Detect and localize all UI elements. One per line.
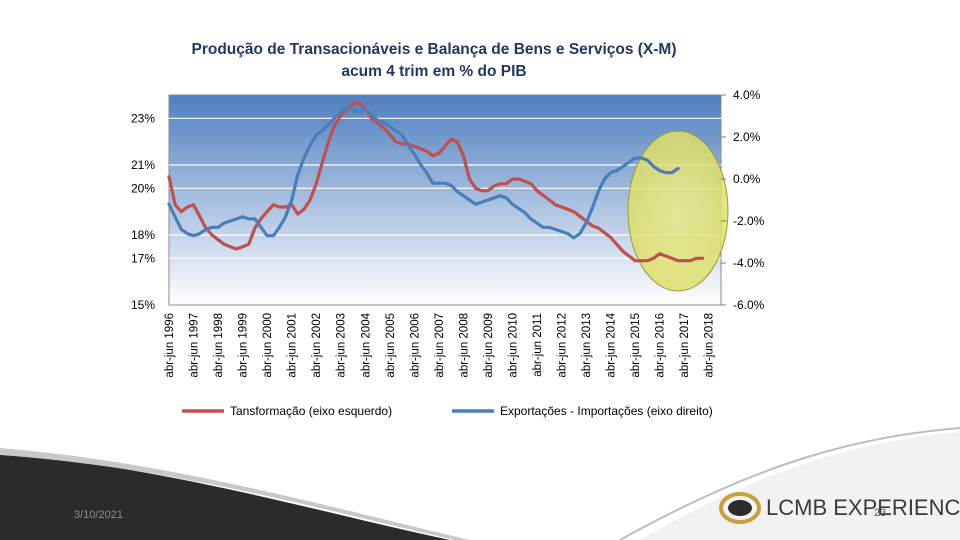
slide-number: 23 (874, 507, 887, 519)
legend-label-0: Tansformação (eixo esquerdo) (230, 404, 392, 418)
series-layer (167, 100, 705, 263)
y-axis-left: 15% 17% 18% 20% 21% 23% (131, 111, 155, 312)
x-tick-label: abr-jun 2009 (483, 313, 495, 378)
y-left-tick-label: 17% (131, 251, 155, 265)
chart-container: Produção de Transacionáveis e Balança de… (74, 34, 794, 432)
highlight-ellipse (627, 130, 729, 292)
y-right-tick-label: -4.0% (733, 256, 765, 270)
series-line-1 (167, 106, 680, 240)
x-tick-label: abr-jun 2012 (557, 313, 569, 378)
x-tick-label: abr-jun 2017 (679, 313, 691, 378)
x-tick-label: abr-jun 2003 (336, 313, 348, 378)
chart-title: Produção de Transacionáveis e Balança de… (192, 41, 677, 58)
chart-subtitle: acum 4 trim em % do PIB (341, 63, 526, 80)
brand-logo: LCMB EXPERIENCE (718, 486, 960, 530)
x-tick-label: abr-jun 2015 (630, 313, 642, 378)
x-tick-label: abr-jun 1997 (189, 313, 201, 378)
x-tick-label: abr-jun 2010 (507, 313, 519, 378)
y-right-tick-label: 0.0% (733, 172, 761, 186)
chart-svg: Produção de Transacionáveis e Balança de… (131, 41, 765, 418)
logo-emblem-icon (719, 492, 761, 524)
x-tick-label: abr-jun 2011 (532, 313, 544, 377)
x-tick-label: abr-jun 2016 (655, 313, 667, 378)
x-tick-label: abr-jun 2006 (409, 313, 421, 378)
x-tick-label: abr-jun 1999 (238, 313, 250, 378)
y-left-tick-label: 15% (131, 298, 155, 312)
y-left-tick-label: 20% (131, 181, 155, 195)
footer-date: 3/10/2021 (74, 509, 123, 521)
y-right-tick-label: -2.0% (733, 214, 765, 228)
y-left-tick-label: 18% (131, 228, 155, 242)
footer-wave-line (619, 427, 960, 540)
x-tick-label: abr-jun 2018 (704, 313, 716, 378)
legend-label-1: Exportações - Importações (eixo direito) (500, 404, 713, 418)
x-tick-label: abr-jun 2002 (311, 313, 323, 378)
x-tick-label: abr-jun 1996 (164, 313, 176, 378)
x-tick-label: abr-jun 2005 (385, 313, 397, 378)
x-tick-label: abr-jun 2004 (360, 312, 372, 377)
y-axis-right: -6.0% -4.0% -2.0% 0.0% 2.0% 4.0% (721, 88, 765, 312)
y-right-tick-label: 4.0% (733, 88, 761, 102)
x-tick-label: abr-jun 2007 (434, 313, 446, 378)
x-tick-label: abr-jun 2001 (287, 313, 299, 378)
y-right-tick-label: -6.0% (733, 298, 765, 312)
y-left-tick-label: 21% (131, 158, 155, 172)
legend: Tansformação (eixo esquerdo) Exportações … (182, 404, 713, 418)
y-left-tick-label: 23% (131, 111, 155, 125)
brand-text: LCMB EXPERIENCE (766, 495, 960, 520)
x-tick-label: abr-jun 1998 (213, 313, 225, 378)
footer-wave-dark (0, 452, 450, 540)
x-tick-label: abr-jun 2000 (262, 313, 274, 378)
x-tick-label: abr-jun 2008 (458, 313, 470, 378)
x-tick-label: abr-jun 2013 (581, 313, 593, 378)
footer-wave-light (0, 448, 470, 540)
gridlines (169, 117, 721, 259)
x-tick-label: abr-jun 2014 (606, 312, 618, 377)
x-axis: abr-jun 1996 abr-jun 1997 abr-jun 1998 abr-… (164, 312, 716, 377)
y-right-tick-label: 2.0% (733, 130, 761, 144)
